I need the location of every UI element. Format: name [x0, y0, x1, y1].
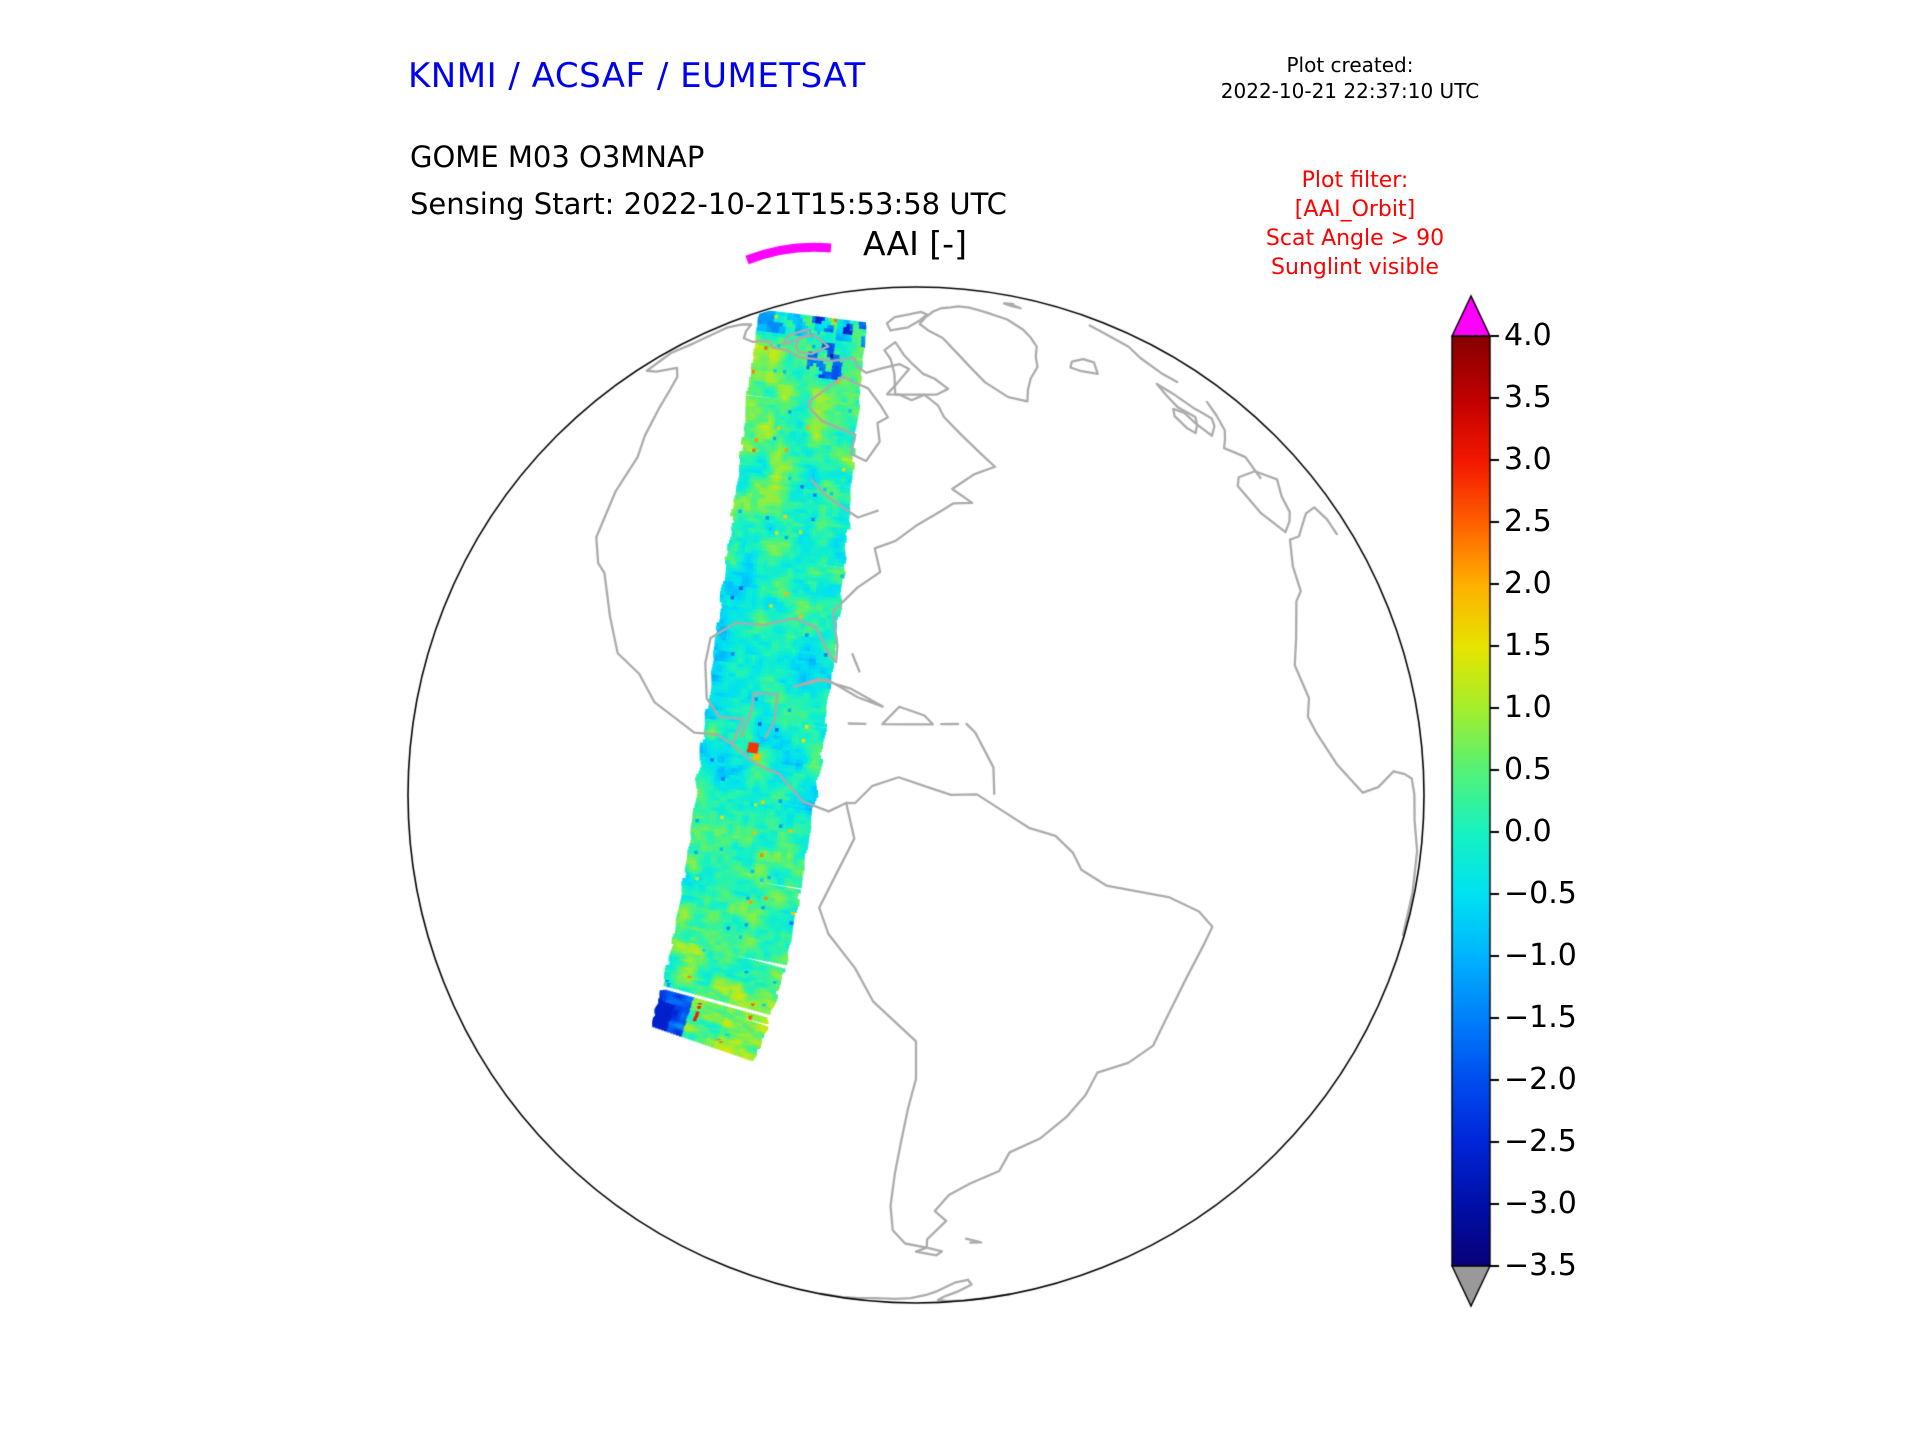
- colorbar-tick-label: 0.5: [1504, 752, 1552, 787]
- plot-created-block: Plot created: 2022-10-21 22:37:10 UTC: [1150, 52, 1550, 104]
- colorbar-tick-label: 2.0: [1504, 566, 1552, 601]
- colorbar-tick-label: −3.0: [1504, 1186, 1577, 1221]
- plot-filter-line: [AAI_Orbit]: [1294, 197, 1416, 222]
- plot-created-value: 2022-10-21 22:37:10 UTC: [1220, 79, 1480, 103]
- colorbar-tick-label: 1.0: [1504, 690, 1552, 725]
- plot-filter-block: Plot filter: [AAI_Orbit] Scat Angle > 90…: [1200, 166, 1510, 282]
- organization-title: KNMI / ACSAF / EUMETSAT: [408, 56, 866, 96]
- colorbar-tick-label: −2.0: [1504, 1062, 1577, 1097]
- plot-created-label: Plot created:: [1286, 53, 1414, 77]
- colorbar-tick-label: 4.0: [1504, 318, 1552, 353]
- plot-title: AAI [-]: [863, 224, 967, 263]
- plot-filter-line: Scat Angle > 90: [1265, 226, 1445, 251]
- colorbar-tick-label: −3.5: [1504, 1248, 1577, 1283]
- colorbar-tick-label: −1.0: [1504, 938, 1577, 973]
- colorbar-tick-label: −1.5: [1504, 1000, 1577, 1035]
- colorbar-tick-label: 2.5: [1504, 504, 1552, 539]
- colorbar-tick-label: 3.0: [1504, 442, 1552, 477]
- sensing-start-label: Sensing Start: 2022-10-21T15:53:58 UTC: [410, 187, 1007, 221]
- colorbar-tick-label: 1.5: [1504, 628, 1552, 663]
- colorbar-tick-label: 3.5: [1504, 380, 1552, 415]
- colorbar-tick-label: −2.5: [1504, 1124, 1577, 1159]
- colorbar-tick-label: −0.5: [1504, 876, 1577, 911]
- product-title: GOME M03 O3MNAP: [410, 140, 705, 174]
- colorbar-tick-label: 0.0: [1504, 814, 1552, 849]
- colorbar: [1440, 290, 1560, 1320]
- plot-filter-line: Plot filter:: [1301, 168, 1409, 193]
- plot-filter-line: Sunglint visible: [1271, 255, 1439, 280]
